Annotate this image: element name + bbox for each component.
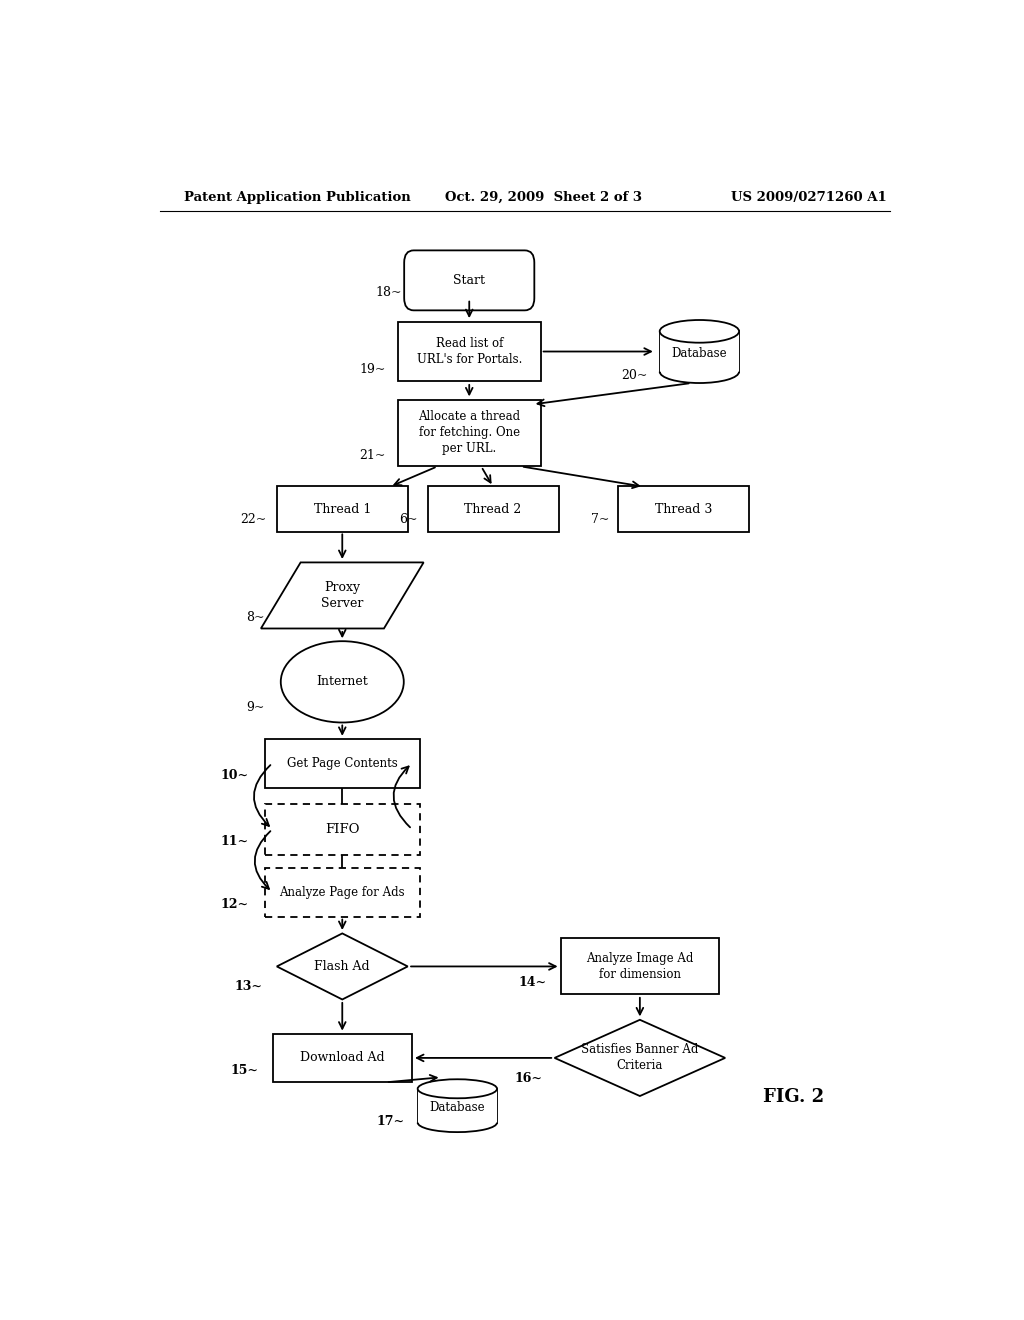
Bar [265, 804, 420, 854]
Text: Get Page Contents: Get Page Contents [287, 756, 397, 770]
Bar [428, 486, 558, 532]
Bar [276, 486, 408, 532]
Text: 21~: 21~ [359, 449, 386, 462]
Text: Thread 3: Thread 3 [654, 503, 713, 516]
Text: Thread 1: Thread 1 [313, 503, 371, 516]
Text: 20~: 20~ [622, 370, 648, 383]
FancyBboxPatch shape [404, 251, 535, 310]
Polygon shape [555, 1020, 725, 1096]
Ellipse shape [418, 1080, 497, 1098]
Ellipse shape [281, 642, 403, 722]
Text: 9~: 9~ [246, 701, 264, 714]
Text: Internet: Internet [316, 676, 369, 688]
Text: Download Ad: Download Ad [300, 1052, 385, 1064]
Text: 7~: 7~ [591, 512, 609, 525]
Text: Start: Start [454, 273, 485, 286]
Polygon shape [261, 562, 424, 628]
Text: Allocate a thread
for fetching. One
per URL.: Allocate a thread for fetching. One per … [418, 411, 520, 455]
Text: Analyze Page for Ads: Analyze Page for Ads [280, 886, 406, 899]
Text: Flash Ad: Flash Ad [314, 960, 370, 973]
Text: 15~: 15~ [230, 1064, 258, 1077]
Text: 16~: 16~ [514, 1072, 543, 1085]
Text: Oct. 29, 2009  Sheet 2 of 3: Oct. 29, 2009 Sheet 2 of 3 [445, 190, 642, 203]
Bar [659, 331, 739, 372]
Text: FIG. 2: FIG. 2 [763, 1088, 824, 1106]
Text: 11~: 11~ [220, 836, 249, 847]
Text: 8~: 8~ [246, 611, 264, 624]
Text: 22~: 22~ [241, 512, 267, 525]
Text: 6~: 6~ [399, 512, 418, 525]
Bar [418, 1089, 497, 1122]
Text: 17~: 17~ [377, 1115, 404, 1129]
Bar [560, 939, 719, 994]
Text: 10~: 10~ [220, 768, 249, 781]
Bar [618, 486, 749, 532]
Text: Database: Database [672, 347, 727, 360]
Text: US 2009/0271260 A1: US 2009/0271260 A1 [731, 190, 887, 203]
Bar [397, 322, 541, 381]
Text: 12~: 12~ [220, 898, 249, 911]
Text: Satisfies Banner Ad
Criteria: Satisfies Banner Ad Criteria [582, 1043, 698, 1072]
Ellipse shape [659, 319, 739, 343]
Text: Patent Application Publication: Patent Application Publication [183, 190, 411, 203]
Text: Database: Database [429, 1101, 485, 1114]
Bar [265, 739, 420, 788]
Text: FIFO: FIFO [325, 822, 359, 836]
Text: Read list of
URL's for Portals.: Read list of URL's for Portals. [417, 337, 522, 366]
Text: Analyze Image Ad
for dimension: Analyze Image Ad for dimension [586, 952, 693, 981]
Text: 18~: 18~ [375, 286, 401, 300]
Text: 14~: 14~ [519, 977, 547, 989]
Text: Proxy
Server: Proxy Server [322, 581, 364, 610]
Text: 19~: 19~ [359, 363, 386, 376]
Bar [265, 867, 420, 916]
Bar [397, 400, 541, 466]
Text: 13~: 13~ [234, 981, 263, 993]
Polygon shape [276, 933, 408, 999]
Bar [272, 1034, 412, 1082]
Text: Thread 2: Thread 2 [465, 503, 521, 516]
